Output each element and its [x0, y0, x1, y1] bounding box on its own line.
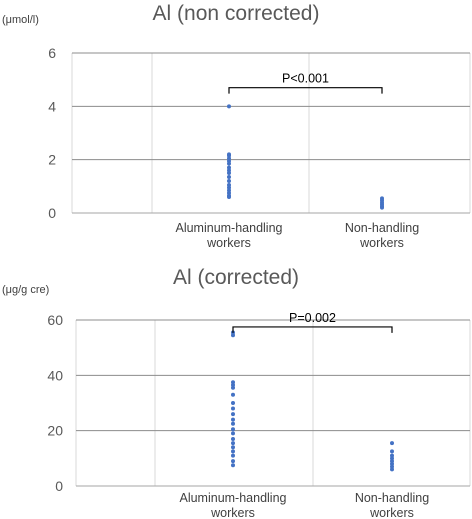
data-point [390, 461, 394, 466]
data-point [231, 333, 235, 338]
y-tick-label: 4 [48, 98, 56, 114]
chart-title: Al (non corrected) [152, 2, 320, 25]
significance-bracket [232, 326, 393, 333]
data-point [380, 205, 384, 210]
data-point [227, 171, 231, 175]
y-tick-label: 20 [47, 423, 63, 439]
y-tick-label: 40 [47, 367, 63, 383]
data-point [390, 459, 394, 464]
data-point [231, 401, 235, 405]
chart-panel-corrected: Al (corrected) (μg/g cre) 0 20 40 60 Aluminu… [0, 262, 472, 519]
chart-plot-corrected: 0 20 40 60 Aluminum-handling workers Non-handl… [47, 311, 471, 519]
y-tick-label: 0 [48, 205, 56, 221]
x-category-label: Non-handling workers [345, 221, 419, 250]
data-point [231, 380, 235, 385]
y-axis-unit-label: (μmol/l) [2, 14, 39, 26]
data-point [231, 431, 235, 436]
chart-panel-non-corrected: Al (non corrected) (μmol/l) 0 2 4 6 Aluminum… [2, 2, 471, 250]
data-point [390, 467, 394, 472]
data-point [231, 406, 235, 411]
x-category-label: Non-handling workers [355, 491, 429, 519]
chart-plot-non-corrected: 0 2 4 6 Aluminum-handling workers Non-handling… [48, 45, 471, 250]
data-point [390, 449, 394, 454]
y-tick-label: 0 [55, 478, 63, 494]
y-tick-label: 6 [48, 45, 56, 61]
data-point [227, 175, 231, 179]
data-point [231, 459, 235, 464]
data-point [227, 195, 231, 199]
y-axis-unit-label: (μg/g cre) [2, 284, 50, 296]
data-point [231, 383, 235, 388]
data-point [231, 436, 235, 441]
p-value-label: P<0.001 [282, 72, 329, 86]
data-point [231, 453, 235, 458]
data-point [227, 179, 231, 183]
data-point [231, 421, 235, 426]
data-point [231, 392, 235, 397]
chart-title: Al (corrected) [172, 266, 300, 289]
data-point [227, 104, 231, 109]
y-tick-label: 60 [47, 312, 63, 328]
data-point [231, 449, 235, 454]
data-point [231, 463, 235, 468]
x-category-label: Aluminum-handling workers [175, 221, 282, 250]
data-point [231, 427, 235, 432]
significance-bracket [228, 87, 383, 94]
data-point [231, 417, 235, 422]
data-point [231, 412, 235, 417]
data-point [390, 453, 394, 458]
data-point [231, 445, 235, 450]
data-point [390, 464, 394, 469]
data-point [390, 456, 394, 461]
data-point [390, 441, 394, 446]
data-point [231, 441, 235, 446]
data-point [227, 161, 231, 166]
x-category-label: Aluminum-handling workers [179, 491, 286, 519]
data-point [231, 385, 235, 390]
y-tick-label: 2 [48, 152, 56, 168]
p-value-label: P=0.002 [289, 311, 336, 325]
